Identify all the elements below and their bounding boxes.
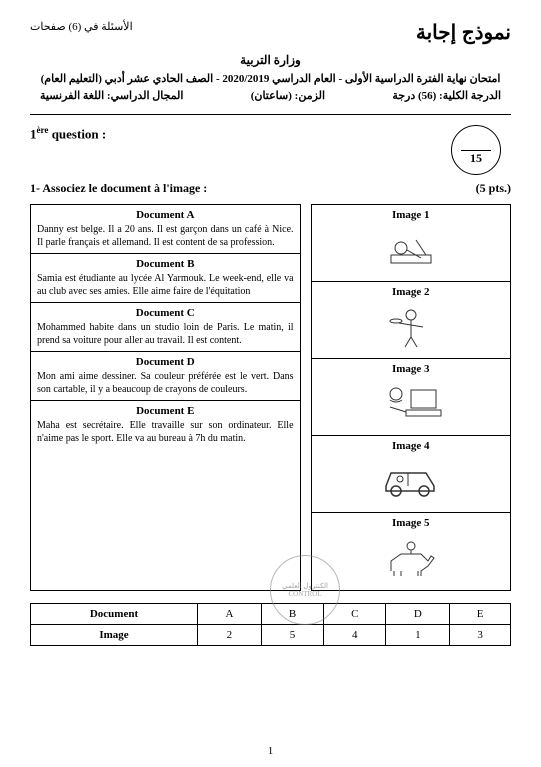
- question-subtitle: 1- Associez le document à l'image :: [30, 181, 207, 196]
- car-icon: [376, 454, 446, 508]
- table-cell: D: [386, 604, 450, 625]
- exam-info-line: امتحان نهاية الفترة الدراسية الأولى - ال…: [30, 72, 511, 85]
- image-cell: Image 4: [312, 436, 510, 513]
- question-title: 1ère question :: [30, 125, 106, 142]
- question-points: (5 pts.): [476, 181, 511, 196]
- subject-label: المجال الدراسي: اللغة الفرنسية: [40, 89, 183, 102]
- drawing-icon: [381, 223, 441, 277]
- answer-table: Document A B C D E Image 2 5 4 1 3: [30, 603, 511, 646]
- control-stamp: الكنترول العلمي CONTROL: [270, 555, 340, 625]
- answer-model-title: نموذج إجابة: [416, 20, 511, 45]
- table-header: Document: [31, 604, 198, 625]
- image-cell: Image 1: [312, 205, 510, 282]
- image-title: Image 2: [392, 286, 430, 298]
- images-column: Image 1 Image 2 Image 3 Image 4 Image 5: [311, 204, 511, 591]
- document-title: Document D: [37, 356, 294, 368]
- document-text: Mon ami aime dessiner. Sa couleur préfér…: [37, 370, 294, 396]
- table-row: Document A B C D E: [31, 604, 511, 625]
- answer-cell: 1: [386, 625, 450, 646]
- document-text: Danny est belge. Il a 20 ans. Il est gar…: [37, 223, 294, 249]
- image-cell: Image 3: [312, 359, 510, 436]
- documents-column: Document A Danny est belge. Il a 20 ans.…: [30, 204, 301, 591]
- computer-icon: [376, 377, 446, 431]
- document-title: Document B: [37, 258, 294, 270]
- duration-label: الزمن: (ساعتان): [251, 89, 325, 102]
- document-cell: Document D Mon ami aime dessiner. Sa cou…: [31, 352, 300, 401]
- horse-icon: [376, 531, 446, 586]
- image-title: Image 5: [392, 517, 430, 529]
- document-cell: Document A Danny est belge. Il a 20 ans.…: [31, 205, 300, 254]
- total-score-label: الدرجة الكلية: (56) درجة: [392, 89, 501, 102]
- answer-cell: 3: [450, 625, 511, 646]
- score-circle: 15: [451, 125, 501, 175]
- answer-cell: 5: [261, 625, 323, 646]
- document-cell: Document B Samia est étudiante au lycée …: [31, 254, 300, 303]
- answer-cell: 2: [198, 625, 262, 646]
- image-title: Image 3: [392, 363, 430, 375]
- divider: [30, 114, 511, 115]
- page-number: 1: [268, 745, 274, 757]
- document-title: Document A: [37, 209, 294, 221]
- ministry-label: وزارة التربية: [30, 53, 511, 68]
- table-cell: E: [450, 604, 511, 625]
- score-denominator: 15: [470, 151, 482, 166]
- image-cell: Image 5: [312, 513, 510, 590]
- image-title: Image 1: [392, 209, 430, 221]
- document-title: Document C: [37, 307, 294, 319]
- document-cell: Document C Mohammed habite dans un studi…: [31, 303, 300, 352]
- table-header: Image: [31, 625, 198, 646]
- document-text: Maha est secrétaire. Elle travaille sur …: [37, 419, 294, 445]
- pages-note: الأسئلة في (6) صفحات: [30, 20, 133, 33]
- document-cell: Document E Maha est secrétaire. Elle tra…: [31, 401, 300, 449]
- image-cell: Image 2: [312, 282, 510, 359]
- waiter-icon: [381, 300, 441, 354]
- document-text: Samia est étudiante au lycée Al Yarmouk.…: [37, 272, 294, 298]
- document-title: Document E: [37, 405, 294, 417]
- image-title: Image 4: [392, 440, 430, 452]
- document-text: Mohammed habite dans un studio loin de P…: [37, 321, 294, 347]
- answer-cell: 4: [324, 625, 386, 646]
- table-row: Image 2 5 4 1 3: [31, 625, 511, 646]
- table-cell: A: [198, 604, 262, 625]
